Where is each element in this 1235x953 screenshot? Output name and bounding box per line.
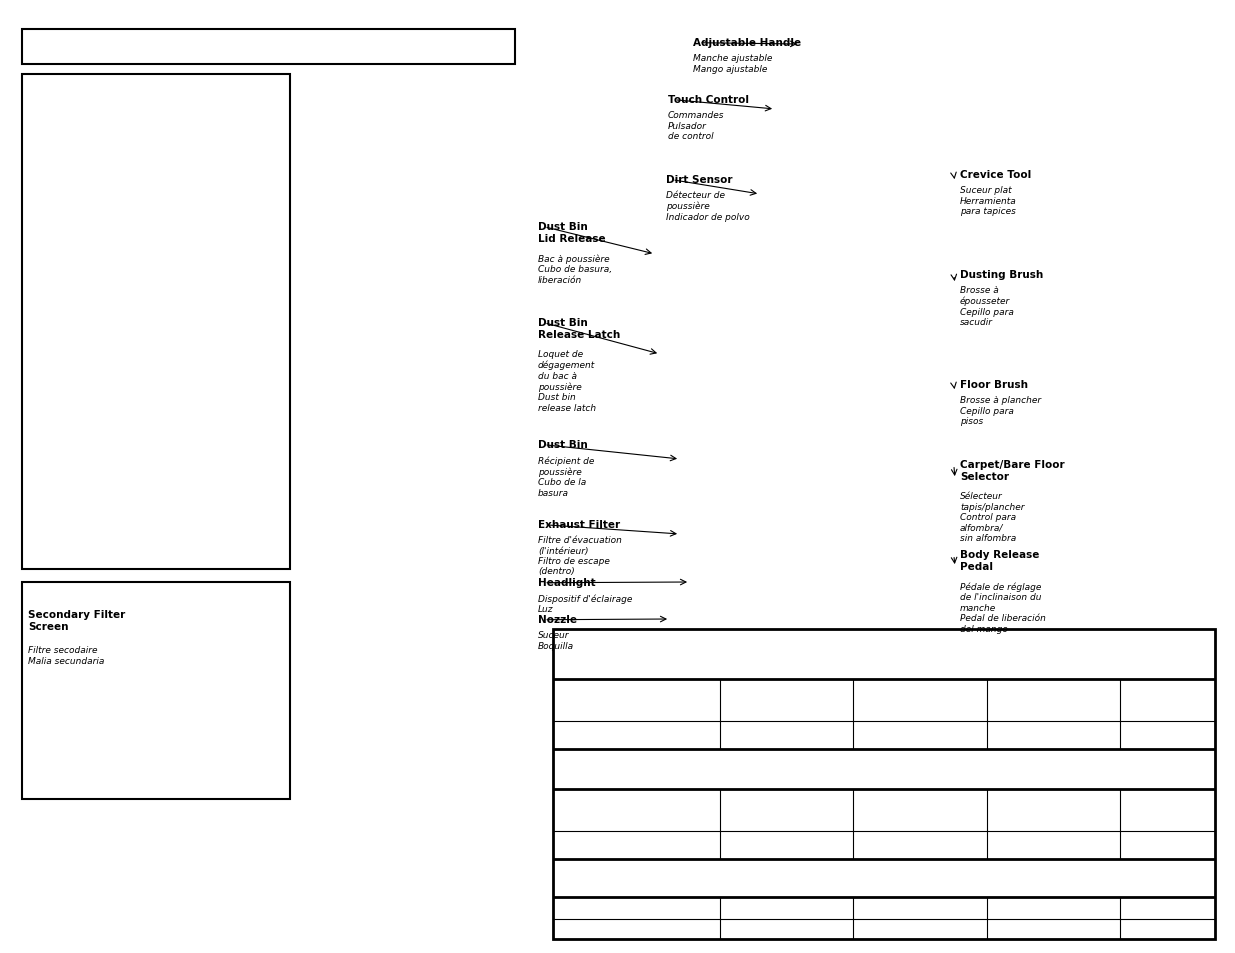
Text: Filtre secodaire
Malia secundaria: Filtre secodaire Malia secundaria xyxy=(28,645,105,665)
Text: Manche ajustable
Mango ajustable: Manche ajustable Mango ajustable xyxy=(693,54,772,73)
Bar xyxy=(22,75,290,569)
Text: Dusting Brush: Dusting Brush xyxy=(960,270,1044,280)
Text: Crevice Tool: Crevice Tool xyxy=(960,170,1031,180)
Text: Dirt Sensor: Dirt Sensor xyxy=(666,174,732,185)
Text: Filtre d'évacuation
(l'intérieur)
Filtro de escape
(dentro): Filtre d'évacuation (l'intérieur) Filtro… xyxy=(538,536,622,576)
Text: Carpet/Bare Floor
Selector: Carpet/Bare Floor Selector xyxy=(960,459,1065,481)
Text: Secondary Filter
Screen: Secondary Filter Screen xyxy=(28,609,125,631)
Text: Détecteur de
poussière
Indicador de polvo: Détecteur de poussière Indicador de polv… xyxy=(666,191,750,221)
Text: Commandes
Pulsador
de control: Commandes Pulsador de control xyxy=(668,112,725,141)
Bar xyxy=(22,30,515,65)
Text: Body Release
Pedal: Body Release Pedal xyxy=(960,550,1040,571)
Bar xyxy=(553,629,1215,939)
Text: Dust Bin: Dust Bin xyxy=(538,439,588,450)
Text: Récipient de
poussière
Cubo de la
basura: Récipient de poussière Cubo de la basura xyxy=(538,456,594,497)
Text: Headlight: Headlight xyxy=(538,578,595,587)
Text: Suceur
Boquilla: Suceur Boquilla xyxy=(538,631,574,650)
Text: Adjustable Handle: Adjustable Handle xyxy=(693,38,802,48)
Text: Exhaust Filter: Exhaust Filter xyxy=(538,519,620,530)
Text: Bac à poussière
Cubo de basura,
liberación: Bac à poussière Cubo de basura, liberaci… xyxy=(538,254,613,284)
Text: Floor Brush: Floor Brush xyxy=(960,379,1028,390)
Text: Dispositif d'éclairage
Luz: Dispositif d'éclairage Luz xyxy=(538,594,632,614)
Text: Dust Bin
Lid Release: Dust Bin Lid Release xyxy=(538,222,605,243)
Text: Suceur plat
Herramienta
para tapices: Suceur plat Herramienta para tapices xyxy=(960,186,1016,215)
Text: Nozzle: Nozzle xyxy=(538,615,577,624)
Text: Loquet de
dégagement
du bac à
poussière
Dust bin
release latch: Loquet de dégagement du bac à poussière … xyxy=(538,350,597,413)
Text: Dust Bin
Release Latch: Dust Bin Release Latch xyxy=(538,317,620,339)
Text: Pédale de réglage
de l'inclinaison du
manche
Pedal de liberación
del mango: Pédale de réglage de l'inclinaison du ma… xyxy=(960,582,1046,633)
Text: Touch Control: Touch Control xyxy=(668,95,748,105)
Bar xyxy=(22,582,290,800)
Text: Sélecteur
tapis/plancher
Control para
alfombra/
sin alfombra: Sélecteur tapis/plancher Control para al… xyxy=(960,492,1025,542)
Text: Brosse à
épousseter
Cepillo para
sacudir: Brosse à épousseter Cepillo para sacudir xyxy=(960,286,1014,327)
Text: Brosse à plancher
Cepillo para
pisos: Brosse à plancher Cepillo para pisos xyxy=(960,395,1041,426)
